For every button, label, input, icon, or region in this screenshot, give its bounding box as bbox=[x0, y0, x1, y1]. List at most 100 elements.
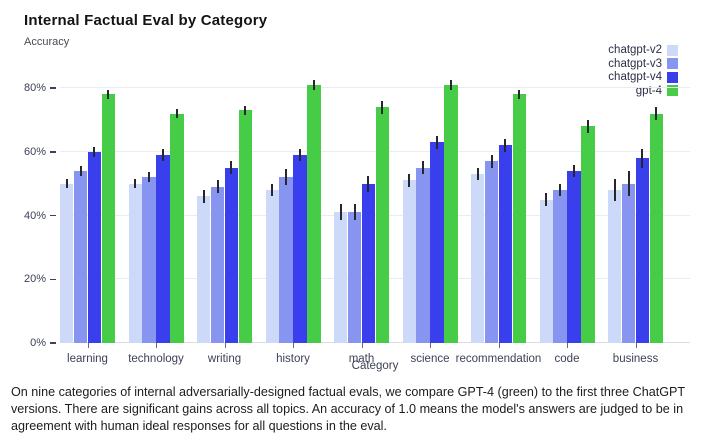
y-tick-mark bbox=[50, 214, 56, 217]
legend-item-chatgpt-v3[interactable]: chatgpt-v3 bbox=[608, 58, 678, 71]
error-bar-science-chatgpt-v3 bbox=[422, 161, 425, 175]
bar-recommendation-chatgpt-v2 bbox=[471, 167, 485, 343]
x-tick-label-science: science bbox=[410, 353, 450, 365]
legend-item-chatgpt-v2[interactable]: chatgpt-v2 bbox=[608, 44, 678, 57]
error-bar-history-chatgpt-v2 bbox=[271, 183, 274, 197]
bar-code-chatgpt-v3 bbox=[553, 183, 567, 343]
bar-history-gpt-4 bbox=[307, 80, 321, 343]
bar-history-chatgpt-v2 bbox=[265, 183, 279, 343]
x-tick-label-learning: learning bbox=[67, 353, 108, 365]
plot-area: 0% 20% 40% 60% 80% learning technology writing h… bbox=[24, 60, 690, 365]
error-bar-math-chatgpt-v3 bbox=[353, 204, 356, 221]
error-bar-history-chatgpt-v4 bbox=[298, 148, 301, 162]
y-tick-label-60: 60% bbox=[6, 146, 56, 158]
legend: chatgpt-v2 chatgpt-v3 chatgpt-v4 gpt-4 bbox=[608, 44, 678, 97]
bar-recommendation-gpt-4 bbox=[512, 89, 526, 343]
bar-business-gpt-4 bbox=[649, 107, 663, 343]
bar-learning-gpt-4 bbox=[101, 89, 115, 343]
x-tick-mark-science bbox=[430, 343, 431, 348]
legend-swatch-chatgpt-v2 bbox=[667, 44, 678, 56]
error-bar-science-chatgpt-v4 bbox=[435, 135, 438, 149]
error-bar-technology-chatgpt-v2 bbox=[134, 178, 137, 189]
bars-business bbox=[608, 60, 663, 343]
bar-recommendation-chatgpt-v4 bbox=[498, 139, 513, 343]
error-bar-math-chatgpt-v2 bbox=[339, 204, 342, 221]
bar-recommendation-chatgpt-v3 bbox=[484, 154, 499, 343]
y-tick-text: 0% bbox=[30, 337, 46, 349]
bars-recommendation bbox=[471, 60, 526, 343]
error-bar-recommendation-chatgpt-v2 bbox=[476, 167, 479, 181]
bars-science bbox=[402, 60, 458, 343]
bar-group-writing: writing bbox=[197, 60, 252, 365]
bar-group-business: business bbox=[608, 60, 663, 365]
gridline-80 bbox=[60, 87, 690, 88]
x-tick-mark-business bbox=[635, 343, 637, 348]
error-bar-learning-chatgpt-v3 bbox=[79, 166, 82, 176]
error-bar-code-chatgpt-v3 bbox=[559, 183, 562, 197]
error-bar-learning-gpt-4 bbox=[107, 89, 110, 100]
bar-writing-chatgpt-v4 bbox=[224, 161, 239, 343]
gridline-60 bbox=[60, 150, 690, 152]
error-bar-code-chatgpt-v4 bbox=[572, 164, 575, 178]
chart-title: Internal Factual Eval by Category bbox=[24, 12, 268, 29]
bar-group-history: history bbox=[265, 60, 321, 365]
bar-writing-gpt-4 bbox=[238, 105, 252, 343]
bar-technology-gpt-4 bbox=[170, 108, 184, 343]
error-bar-business-gpt-4 bbox=[655, 107, 658, 120]
error-bar-history-gpt-4 bbox=[312, 80, 315, 90]
error-bar-science-gpt-4 bbox=[449, 80, 452, 90]
x-tick-label-math: math bbox=[348, 353, 375, 365]
legend-item-chatgpt-v4[interactable]: chatgpt-v4 bbox=[608, 71, 678, 84]
error-bar-science-chatgpt-v2 bbox=[408, 174, 411, 187]
bar-history-chatgpt-v3 bbox=[279, 169, 293, 343]
bars-writing bbox=[197, 60, 252, 343]
x-tick-mark-history bbox=[293, 343, 294, 348]
bar-code-gpt-4 bbox=[581, 119, 595, 343]
bar-writing-chatgpt-v3 bbox=[210, 180, 225, 343]
bar-history-chatgpt-v4 bbox=[293, 148, 307, 343]
bar-group-science: science bbox=[402, 60, 458, 365]
y-tick-label-0: 0% bbox=[6, 337, 56, 349]
y-tick-text: 60% bbox=[23, 145, 46, 158]
bars-technology bbox=[128, 60, 184, 343]
y-axis-title-accuracy: Accuracy bbox=[24, 36, 70, 48]
bar-science-chatgpt-v4 bbox=[430, 135, 444, 343]
y-tick-mark bbox=[50, 342, 56, 344]
bar-learning-chatgpt-v3 bbox=[73, 166, 88, 343]
y-tick-text: 40% bbox=[23, 209, 46, 222]
x-tick-mark-technology bbox=[156, 343, 157, 348]
bar-science-chatgpt-v3 bbox=[416, 161, 430, 343]
y-tick-mark bbox=[50, 151, 56, 153]
bar-math-chatgpt-v3 bbox=[347, 204, 362, 343]
legend-swatch-chatgpt-v4 bbox=[667, 71, 678, 83]
bar-technology-chatgpt-v2 bbox=[128, 178, 142, 343]
bar-code-chatgpt-v2 bbox=[539, 193, 553, 343]
bar-technology-chatgpt-v4 bbox=[156, 148, 170, 343]
bars-code bbox=[539, 60, 595, 343]
bar-business-chatgpt-v4 bbox=[635, 148, 650, 343]
error-bar-math-gpt-4 bbox=[381, 100, 384, 114]
error-bar-code-gpt-4 bbox=[586, 119, 589, 133]
error-bar-technology-chatgpt-v4 bbox=[161, 148, 164, 162]
x-tick-mark-learning bbox=[87, 343, 89, 348]
y-tick-text: 20% bbox=[23, 273, 46, 286]
error-bar-business-chatgpt-v3 bbox=[627, 170, 630, 197]
x-tick-mark-writing bbox=[224, 343, 226, 348]
bar-group-recommendation: recommendation bbox=[456, 60, 541, 365]
error-bar-business-chatgpt-v4 bbox=[641, 148, 644, 168]
x-axis-title: Category bbox=[351, 360, 399, 372]
x-tick-label-writing: writing bbox=[207, 353, 242, 365]
legend-swatch-gpt-4 bbox=[667, 85, 678, 97]
error-bar-code-chatgpt-v2 bbox=[545, 193, 548, 206]
error-bar-writing-chatgpt-v2 bbox=[202, 190, 205, 203]
bar-science-chatgpt-v2 bbox=[402, 174, 416, 343]
bar-group-code: code bbox=[539, 60, 595, 365]
legend-label: chatgpt-v3 bbox=[608, 57, 662, 70]
error-bar-technology-chatgpt-v3 bbox=[148, 172, 151, 183]
y-tick-text: 80% bbox=[23, 82, 46, 94]
bar-group-learning: learning bbox=[60, 60, 115, 365]
error-bar-recommendation-chatgpt-v3 bbox=[490, 154, 493, 168]
bar-science-gpt-4 bbox=[444, 80, 458, 343]
y-tick-mark bbox=[50, 278, 56, 280]
